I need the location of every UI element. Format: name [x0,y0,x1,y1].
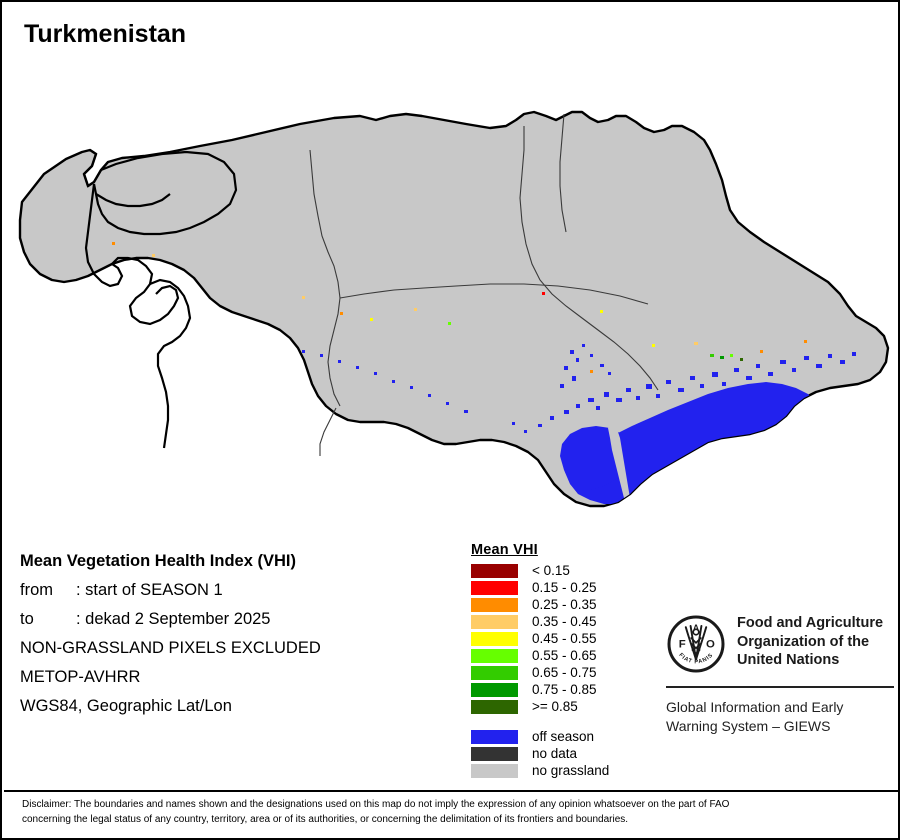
legend-row-off-season[interactable]: off season [471,728,661,745]
caspian-lagoon-outline [82,149,238,236]
info-value-to: : dekad 2 September 2025 [76,610,271,628]
legend-swatch [471,563,518,578]
legend-row[interactable]: 0.65 - 0.75 [471,664,661,681]
legend-label: 0.75 - 0.85 [532,682,597,697]
legend-label: 0.25 - 0.35 [532,597,597,612]
disclaimer-line1: Disclaimer: The boundaries and names sho… [22,799,730,810]
legend-label: >= 0.85 [532,699,578,714]
fao-name-line2: Organization of the [737,633,870,650]
caspian-coastline [84,183,192,449]
legend-swatch [471,665,518,680]
legend-row-no-grassland[interactable]: no grassland [471,762,661,779]
legend-label: 0.35 - 0.45 [532,614,597,629]
fao-branding: F A O FIAT PANIS Food and Agriculture Or… [666,614,894,736]
legend-row[interactable]: 0.45 - 0.55 [471,630,661,647]
admin-boundaries [309,113,659,456]
map-svg [18,110,890,508]
svg-text:A: A [693,623,700,633]
legend-swatch [471,763,518,778]
fao-divider [666,686,894,688]
legend-swatch [471,746,518,761]
legend-label: < 0.15 [532,563,570,578]
legend-title: Mean VHI [471,542,538,558]
legend-swatch [471,729,518,744]
info-note-pixels: NON-GRASSLAND PIXELS EXCLUDED [20,639,321,657]
fao-top: F A O FIAT PANIS Food and Agriculture Or… [666,614,894,674]
legend-row-no-data[interactable]: no data [471,745,661,762]
legend-label: no grassland [532,763,610,778]
page-title: Turkmenistan [24,20,187,48]
legend-row[interactable]: 0.35 - 0.45 [471,613,661,630]
info-label-to: to [20,610,34,628]
svg-text:F: F [679,639,686,651]
country-polygon [18,110,890,508]
giews-line1: Global Information and Early [666,699,844,715]
legend-label: 0.65 - 0.75 [532,665,597,680]
fao-name-line1: Food and Agriculture [737,615,884,631]
disclaimer-line2: concerning the legal status of any count… [22,813,629,825]
info-label-from: from [20,581,53,599]
disclaimer: Disclaimer: The boundaries and names sho… [22,798,888,827]
legend: Mean VHI < 0.15 0.15 - 0.25 0.25 - 0.35 … [471,542,661,779]
legend-row[interactable]: 0.15 - 0.25 [471,579,661,596]
legend-label: 0.15 - 0.25 [532,580,597,595]
map-canvas[interactable] [4,54,898,524]
info-value-from: : start of SEASON 1 [76,581,223,599]
legend-swatch [471,580,518,595]
legend-label: no data [532,746,578,761]
legend-swatch [471,631,518,646]
legend-swatch [471,597,518,612]
legend-row[interactable]: 0.25 - 0.35 [471,596,661,613]
info-block: Mean Vegetation Health Index (VHI) from:… [20,547,450,721]
legend-row[interactable]: >= 0.85 [471,698,661,715]
disclaimer-divider [4,790,898,792]
legend-row[interactable]: < 0.15 [471,562,661,579]
giews-line2: Warning System – GIEWS [666,718,831,734]
legend-swatch [471,614,518,629]
legend-label: 0.55 - 0.65 [532,648,597,663]
legend-row[interactable]: 0.75 - 0.85 [471,681,661,698]
legend-swatch [471,699,518,714]
fao-name-line3: United Nations [737,652,840,668]
legend-swatch [471,648,518,663]
info-row-from: from : start of SEASON 1 [20,576,450,605]
legend-spacer [471,715,661,728]
info-note-projection: WGS84, Geographic Lat/Lon [20,697,232,715]
fao-name: Food and Agriculture Organization of the… [737,614,883,670]
legend-swatch [471,682,518,697]
legend-row[interactable]: 0.55 - 0.65 [471,647,661,664]
svg-text:O: O [706,639,715,651]
legend-label: off season [532,729,595,744]
fao-logo-icon: F A O FIAT PANIS [667,615,725,673]
giews-name: Global Information and Early Warning Sys… [666,698,894,736]
info-note-sensor: METOP-AVHRR [20,668,141,686]
info-row-to: to : dekad 2 September 2025 [20,605,450,634]
legend-label: 0.45 - 0.55 [532,631,597,646]
info-heading: Mean Vegetation Health Index (VHI) [20,552,296,570]
